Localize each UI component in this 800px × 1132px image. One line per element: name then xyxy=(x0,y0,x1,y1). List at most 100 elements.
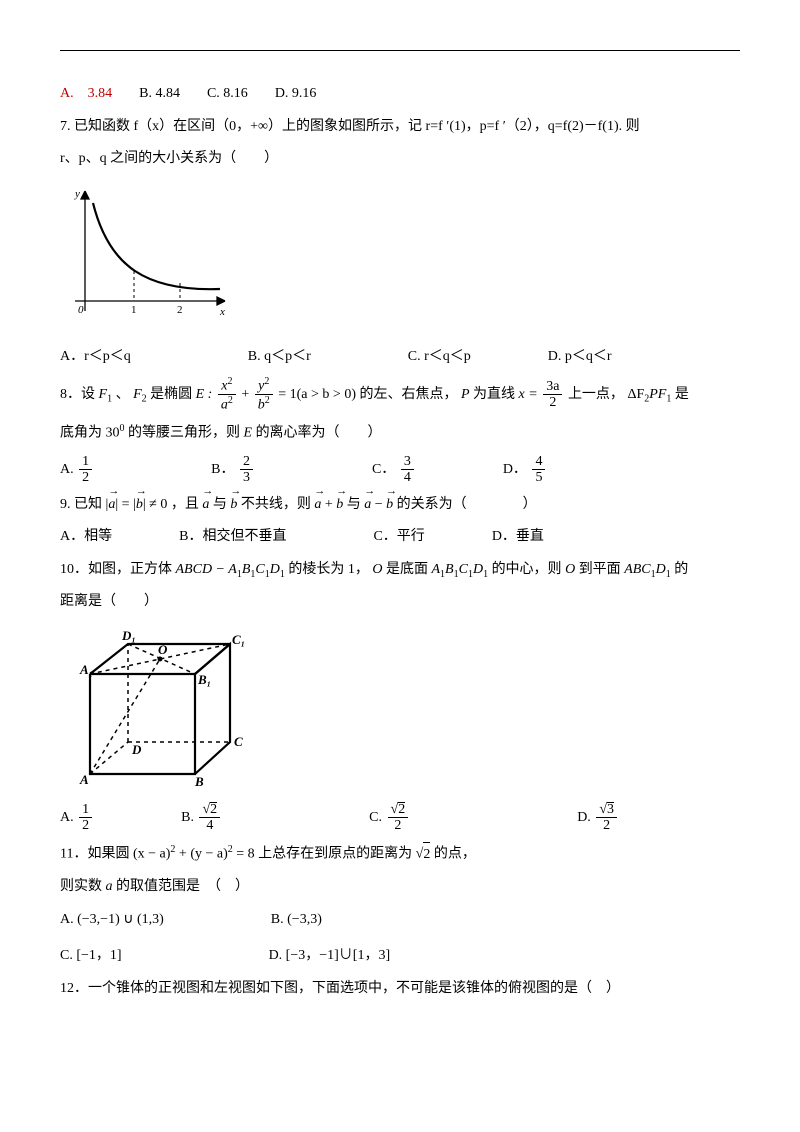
q10-optc-label: C. xyxy=(369,810,382,825)
q10-optb-frac: √24 xyxy=(199,802,220,834)
q8-optc-den: 4 xyxy=(401,470,414,485)
svg-text:0: 0 xyxy=(78,304,84,316)
q10-opta-num: 1 xyxy=(79,802,92,818)
q8-optd-label: D． xyxy=(503,462,527,477)
q10-options: A. 12 B. √24 C. √22 D. √32 xyxy=(60,802,740,834)
q8-options: A. 12 B． 23 C． 34 D． 45 xyxy=(60,454,740,486)
q8-frac1-num-sup: 2 xyxy=(227,376,232,387)
q10-pd: D xyxy=(656,562,666,577)
q9-absb: b xyxy=(136,497,143,512)
q11-pre: 11．如果圆 (x − a) xyxy=(60,847,170,862)
q10-mid5: 的 xyxy=(674,562,688,577)
q10-optd-label: D. xyxy=(577,810,591,825)
q8-line1: 8．设 F1 、 F2 是椭圆 E : x2 a2 + y2 b2 = 1(a … xyxy=(60,376,740,413)
label-b: B xyxy=(194,774,204,789)
q10-optd-frac: √32 xyxy=(596,802,617,834)
q9-diffb: b xyxy=(386,497,393,512)
q8-xeq: x = xyxy=(519,387,542,402)
q8-frac3-den: 2 xyxy=(543,395,562,410)
q8-eq: = 1(a > b > 0) 的左、右焦点， xyxy=(278,387,457,402)
q11-optc: C. [−1，1] xyxy=(60,948,122,963)
q8-f1: F xyxy=(99,387,108,402)
q8-optb-frac: 23 xyxy=(240,454,253,486)
q8-frac2: y2 b2 xyxy=(255,376,273,413)
q10-fb: B xyxy=(445,562,454,577)
q8-mid1: 、 xyxy=(116,387,130,402)
q10-opta-frac: 12 xyxy=(79,802,92,834)
q8-mid4: 上一点， xyxy=(568,387,624,402)
q10-cube: ABCD − A xyxy=(176,562,237,577)
q9-options: A．相等 B．相交但不垂直 C．平行 D．垂直 xyxy=(60,524,740,551)
q8-e: E xyxy=(244,426,253,441)
q9-suma: a xyxy=(314,497,321,512)
q11-optd: D. [−3，−1]∪[1，3] xyxy=(269,948,391,963)
q10-ps2: 1 xyxy=(666,568,671,579)
q11-tail: 的点， xyxy=(430,847,476,862)
q8-l2-tail: 的离心率为（ ） xyxy=(252,426,382,441)
q11-mid1: + (y − a) xyxy=(175,847,227,862)
q10-line1: 10．如图，正方体 ABCD − A1B1C1D1 的棱长为 1， O 是底面 … xyxy=(60,557,740,584)
q11-line2: 则实数 a 的取值范围是 （ ） xyxy=(60,874,740,901)
q9-mid2: 与 xyxy=(347,497,365,512)
q6-opt-d: D. 9.16 xyxy=(275,86,317,101)
q8-pre: 8．设 xyxy=(60,387,95,402)
q8-mid2: 是椭圆 xyxy=(150,387,196,402)
q10-face: A xyxy=(431,562,440,577)
q10-optc-sqrt: 2 xyxy=(398,802,405,817)
svg-text:1: 1 xyxy=(131,304,137,316)
q7-opt-c: C. r＜q＜p xyxy=(408,349,471,364)
q10-line2: 距离是（ ） xyxy=(60,589,740,616)
q8-frac2-den-sup: 2 xyxy=(265,395,270,406)
q11-opta: A. (−3,−1) ∪ (1,3) xyxy=(60,912,164,927)
q8-frac1: x2 a2 xyxy=(218,376,236,413)
q10-optb-label: B. xyxy=(181,810,194,825)
q8-tail: 是 xyxy=(675,387,689,402)
svg-text:2: 2 xyxy=(177,304,183,316)
q7-opt-d: D. p＜q＜r xyxy=(548,349,612,364)
label-a1: A₁ xyxy=(79,662,93,677)
q8-optb-den: 3 xyxy=(240,470,253,485)
q9-vb: b xyxy=(230,497,237,512)
q8-optd-den: 5 xyxy=(532,470,545,485)
page-root: A. 3.84 B. 4.84 C. 8.16 D. 9.16 7. 已知函数 … xyxy=(0,0,800,1048)
q6-opt-b: B. 4.84 xyxy=(139,86,180,101)
q8-optc-num: 3 xyxy=(401,454,414,470)
q10-o2: O xyxy=(565,562,575,577)
label-b1: B₁ xyxy=(197,672,211,687)
label-c1: C₁ xyxy=(232,632,245,647)
q8-tri-mid: PF xyxy=(649,387,666,402)
q8-optd-num: 4 xyxy=(532,454,545,470)
q8-frac2-num-sup: 2 xyxy=(264,376,269,387)
q7-opt-b: B. q＜p＜r xyxy=(248,349,311,364)
q9-line: 9. 已知 |a| = |b| ≠ 0 ，且 a 与 b 不共线，则 a + b… xyxy=(60,492,740,519)
label-o: O xyxy=(158,642,168,657)
q7-stem-2: r、p、q 之间的大小关系为（ ） xyxy=(60,146,740,173)
q8-opta-den: 2 xyxy=(79,470,92,485)
q7-options: A．r＜p＜q B. q＜p＜r C. r＜q＜p D. p＜q＜r xyxy=(60,344,740,371)
q8-frac3-num: 3a xyxy=(543,379,562,395)
q10-optd-sqrt: 3 xyxy=(607,802,614,817)
q8-mid3: 为直线 xyxy=(473,387,519,402)
q8-frac2-den: b xyxy=(258,398,265,413)
q8-p: P xyxy=(461,387,470,402)
q8-frac3: 3a 2 xyxy=(543,379,562,411)
label-d1: D₁ xyxy=(121,628,136,643)
q11-line1: 11．如果圆 (x − a)2 + (y − a)2 = 8 上总存在到原点的距… xyxy=(60,840,740,868)
q10-optb-sqrt: 2 xyxy=(210,802,217,817)
q10-c: C xyxy=(255,562,264,577)
q8-optd-frac: 45 xyxy=(532,454,545,486)
q10-fs4: 1 xyxy=(483,568,488,579)
q10-cube-figure: A₁ D₁ C₁ B₁ O A B C D xyxy=(60,624,740,794)
q10-o: O xyxy=(372,562,382,577)
page-top-rule xyxy=(60,50,740,51)
q8-optb-label: B． xyxy=(211,462,234,477)
q10-mid4: 到平面 xyxy=(579,562,625,577)
q11-l2-tail: 的取值范围是 （ ） xyxy=(113,879,250,894)
q9-optb: B．相交但不垂直 xyxy=(179,529,286,544)
svg-text:x: x xyxy=(219,306,225,318)
q8-plus: + xyxy=(241,387,252,402)
q9-sumb: b xyxy=(336,497,343,512)
q9-absa: a xyxy=(108,497,115,512)
q9-minus: − xyxy=(371,497,386,512)
q8-tri-s2: 1 xyxy=(666,394,671,405)
